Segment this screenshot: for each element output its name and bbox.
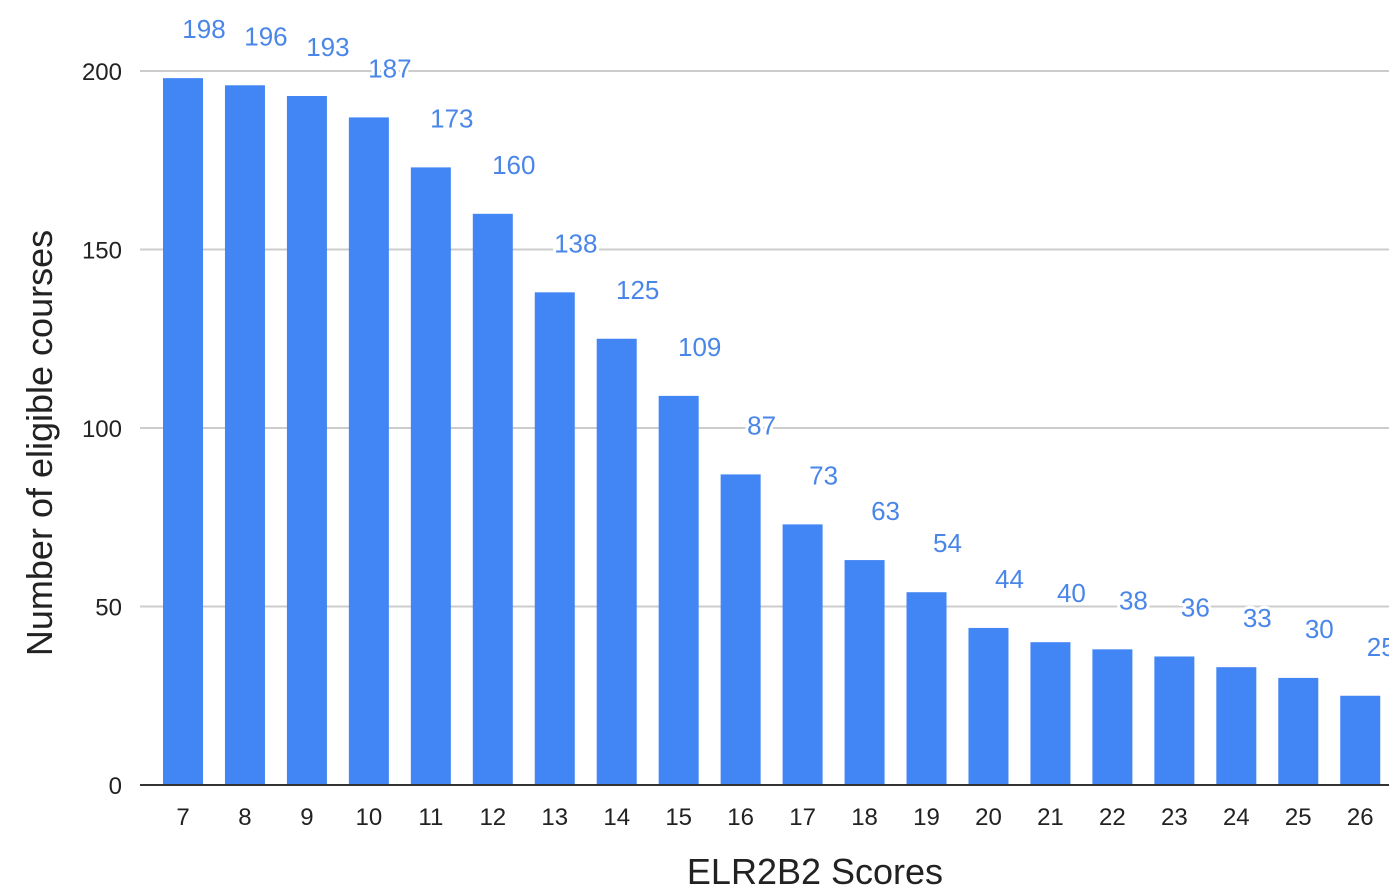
bar[interactable] <box>906 592 947 785</box>
x-tick-label: 18 <box>851 804 878 831</box>
bar[interactable] <box>1340 695 1381 785</box>
x-tick-label: 24 <box>1223 804 1250 831</box>
x-tick-label: 26 <box>1347 804 1374 831</box>
data-label-halo: 87 <box>747 410 776 440</box>
data-label-halo: 40 <box>1057 578 1086 608</box>
data-label: 196 <box>244 21 287 51</box>
x-tick-label: 9 <box>300 804 313 831</box>
bar[interactable] <box>658 395 699 785</box>
data-label-halo: 198 <box>182 14 225 44</box>
data-label-halo: 109 <box>678 332 721 362</box>
x-tick-label: 23 <box>1161 804 1188 831</box>
x-tick-label: 13 <box>541 804 568 831</box>
bar[interactable] <box>286 95 327 786</box>
y-tick-label: 50 <box>95 595 122 622</box>
data-label-halo: 173 <box>430 103 473 133</box>
data-label: 44 <box>995 564 1024 594</box>
data-label: 25 <box>1367 632 1389 662</box>
bar[interactable] <box>720 474 761 785</box>
bar[interactable] <box>844 560 885 785</box>
data-label: 54 <box>933 528 962 558</box>
data-label-halo: 193 <box>306 32 349 62</box>
x-tick-label: 22 <box>1099 804 1126 831</box>
x-axis-title: ELR2B2 Scores <box>687 851 943 892</box>
x-tick-label: 17 <box>789 804 816 831</box>
data-label-halo: 25 <box>1367 632 1389 662</box>
bar[interactable] <box>1092 649 1133 785</box>
data-label: 33 <box>1243 603 1272 633</box>
data-label-halo: 36 <box>1181 592 1210 622</box>
bar[interactable] <box>534 292 575 785</box>
data-label: 138 <box>554 228 597 258</box>
data-label-halo: 125 <box>616 275 659 305</box>
data-label: 63 <box>871 496 900 526</box>
data-label: 198 <box>182 14 225 44</box>
y-tick-label: 150 <box>82 238 122 265</box>
data-label: 36 <box>1181 592 1210 622</box>
data-label: 40 <box>1057 578 1086 608</box>
data-label-halo: 138 <box>554 228 597 258</box>
bar[interactable] <box>1216 667 1257 785</box>
bars <box>163 78 1381 786</box>
data-label-halo: 196 <box>244 21 287 51</box>
x-tick-label: 7 <box>176 804 189 831</box>
bar[interactable] <box>224 85 265 785</box>
data-label: 109 <box>678 332 721 362</box>
bar[interactable] <box>410 167 451 785</box>
x-tick-label: 25 <box>1285 804 1312 831</box>
bar[interactable] <box>968 627 1009 785</box>
bar[interactable] <box>1154 656 1195 785</box>
bar[interactable] <box>1278 677 1319 785</box>
data-label: 38 <box>1119 585 1148 615</box>
bar[interactable] <box>782 524 823 785</box>
data-label: 173 <box>430 103 473 133</box>
data-label: 160 <box>492 150 535 180</box>
y-tick-label: 100 <box>82 416 122 443</box>
data-label: 125 <box>616 275 659 305</box>
x-tick-label: 16 <box>727 804 754 831</box>
bar[interactable] <box>348 117 389 785</box>
x-tick-label: 10 <box>356 804 383 831</box>
data-label: 193 <box>306 32 349 62</box>
data-label-halo: 63 <box>871 496 900 526</box>
gridlines <box>140 70 1389 608</box>
data-label-halo: 160 <box>492 150 535 180</box>
x-tick-label: 8 <box>238 804 251 831</box>
data-label: 87 <box>747 410 776 440</box>
data-label-halo: 54 <box>933 528 962 558</box>
bar[interactable] <box>472 213 513 786</box>
bar[interactable] <box>163 78 203 785</box>
data-label-halo: 73 <box>809 460 838 490</box>
x-tick-label: 19 <box>913 804 940 831</box>
data-label-halo: 38 <box>1119 585 1148 615</box>
x-tick-label: 15 <box>665 804 692 831</box>
bar[interactable] <box>1030 642 1071 785</box>
y-tick-label: 0 <box>109 773 122 800</box>
data-label-halo: 44 <box>995 564 1024 594</box>
data-label-halo: 187 <box>368 53 411 83</box>
bar[interactable] <box>596 338 637 785</box>
y-axis-title: Number of eligible courses <box>19 230 60 656</box>
y-tick-label: 200 <box>82 59 122 86</box>
x-tick-label: 12 <box>479 804 506 831</box>
data-label: 30 <box>1305 614 1334 644</box>
x-tick-label: 14 <box>603 804 630 831</box>
data-label-halo: 33 <box>1243 603 1272 633</box>
axes: 0 50 100 150 200 7 8 9 10 11 12 13 14 15 16 17 18 19 20 21 2… <box>82 59 1389 831</box>
data-label: 73 <box>809 460 838 490</box>
x-tick-label: 21 <box>1037 804 1064 831</box>
x-tick-label: 20 <box>975 804 1002 831</box>
data-label-halo: 30 <box>1305 614 1334 644</box>
x-tick-label: 11 <box>418 804 443 831</box>
data-label: 187 <box>368 53 411 83</box>
